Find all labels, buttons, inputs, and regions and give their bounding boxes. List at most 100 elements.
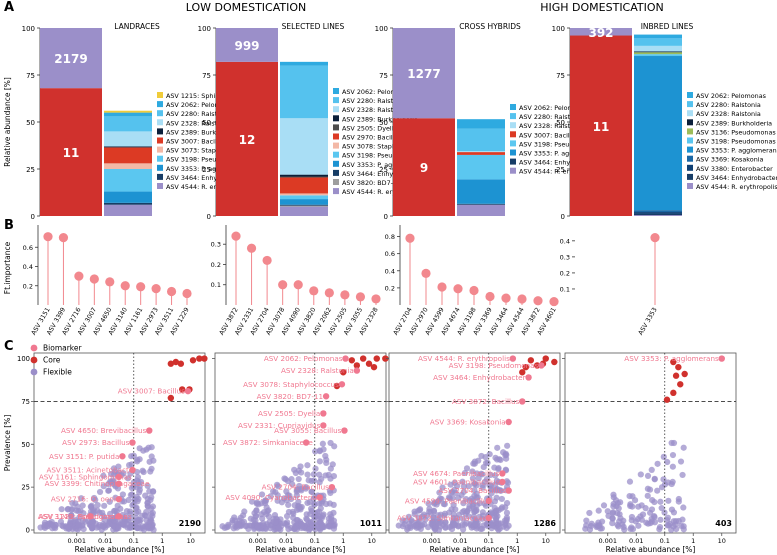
titles: A B C LOW DOMESTICATION HIGH DOMESTICATI… bbox=[4, 0, 664, 354]
biomarker-label: ASV 2505: Dyella bbox=[258, 409, 320, 418]
biomarker-point bbox=[320, 422, 327, 429]
legend-label: ASV 3136: Pseudomonas bbox=[696, 128, 776, 136]
flexible-point bbox=[127, 491, 134, 499]
lollipop-head bbox=[501, 293, 511, 303]
lollipop-head bbox=[437, 282, 447, 292]
flexible-point bbox=[649, 496, 656, 504]
flexible-point bbox=[657, 516, 664, 523]
biomarker-label: ASV 3399: Chitinophagaceae bbox=[45, 479, 150, 488]
flexible-point bbox=[621, 526, 628, 533]
x-tick-label: 1 bbox=[341, 537, 345, 545]
flexible-point bbox=[493, 494, 500, 501]
taxon-bar-segment bbox=[280, 174, 328, 177]
flexible-point bbox=[248, 522, 255, 529]
biomarker-point bbox=[115, 495, 123, 503]
legend-label: ASV 3820: BD7-11 bbox=[342, 179, 401, 187]
flexible-point bbox=[486, 451, 493, 458]
flexible-bar-segment bbox=[393, 28, 455, 119]
taxon-bar-segment bbox=[634, 51, 682, 53]
flexible-bar-segment bbox=[570, 28, 632, 36]
biomarker-point bbox=[505, 487, 512, 494]
flexible-point bbox=[252, 513, 260, 520]
x-tick-label: 0.001 bbox=[248, 537, 267, 545]
y-tick-label: 0.6 bbox=[385, 250, 395, 258]
flexible-point bbox=[503, 451, 510, 459]
flexible-point bbox=[644, 485, 651, 492]
taxon-bar-segment bbox=[634, 56, 682, 211]
core-point bbox=[177, 360, 185, 367]
y-tick-label: 0.4 bbox=[385, 267, 395, 275]
flexible-point bbox=[108, 470, 115, 478]
taxon-bar-segment bbox=[634, 54, 682, 57]
legend-marker bbox=[30, 356, 38, 364]
flexible-point bbox=[461, 469, 469, 477]
flexible-point bbox=[318, 475, 325, 483]
biomarker-label: ASV 3511: Acinetobacter bbox=[46, 466, 136, 475]
flexible-count-label: 2179 bbox=[54, 52, 87, 66]
flexible-point bbox=[465, 513, 472, 520]
flexible-point bbox=[322, 472, 329, 479]
legend-swatch bbox=[687, 137, 693, 144]
core-bar-segment bbox=[216, 61, 278, 217]
flexible-point bbox=[115, 525, 122, 532]
flexible-point bbox=[267, 493, 274, 500]
biomarker-label: ASV 2331: Cupriavidus bbox=[238, 421, 321, 430]
legend-swatch bbox=[333, 88, 339, 94]
flexible-point bbox=[460, 507, 468, 515]
x-tick-label: 10 bbox=[542, 537, 550, 545]
flexible-point bbox=[295, 467, 302, 474]
flexible-point bbox=[493, 456, 501, 463]
x-tick-label: 0.001 bbox=[422, 537, 441, 545]
flexible-point bbox=[610, 500, 617, 508]
flexible-point bbox=[492, 472, 499, 479]
flexible-point bbox=[260, 508, 268, 516]
flexible-point bbox=[473, 506, 480, 514]
legend-swatch bbox=[510, 167, 516, 174]
legend-swatch bbox=[687, 119, 693, 126]
biomarker-label: ASV 3078: Staphylococcus bbox=[243, 380, 339, 389]
flexible-point bbox=[600, 502, 608, 509]
flexible-point bbox=[493, 487, 500, 494]
y-axis-title: Ft.importance bbox=[3, 241, 12, 294]
flexible-point bbox=[494, 525, 501, 532]
flexible-point bbox=[616, 518, 623, 525]
legend-swatch bbox=[333, 169, 339, 176]
flexible-point bbox=[487, 509, 495, 516]
core-point bbox=[519, 369, 526, 376]
flexible-point bbox=[665, 497, 672, 504]
legend-label: Flexible bbox=[43, 368, 72, 377]
taxon-bar-segment bbox=[104, 110, 152, 113]
core-count-label: 11 bbox=[593, 120, 610, 134]
flexible-point bbox=[586, 509, 593, 517]
legend-label: ASV 3464: Enhydrobacter bbox=[166, 174, 249, 182]
y-tick-label: 0 bbox=[207, 213, 211, 221]
taxon-bar-segment bbox=[457, 152, 505, 155]
flexible-point bbox=[142, 492, 149, 499]
core-point bbox=[172, 358, 180, 366]
panel-letter-c: C bbox=[4, 339, 14, 354]
lollipop-head bbox=[136, 282, 146, 292]
y-axis-title: Prevalence [%] bbox=[3, 415, 12, 472]
flexible-point bbox=[89, 523, 96, 530]
lollipop-head bbox=[549, 296, 559, 307]
flexible-point bbox=[253, 499, 261, 506]
y-tick-label: 100 bbox=[198, 25, 211, 33]
legend-swatch bbox=[333, 97, 339, 104]
flexible-point bbox=[105, 487, 113, 494]
flexible-point bbox=[498, 495, 505, 503]
legend-swatch bbox=[157, 146, 163, 153]
lollipop-head bbox=[421, 268, 431, 278]
legend-swatch bbox=[333, 160, 339, 167]
flexible-point bbox=[63, 525, 70, 532]
flexible-point bbox=[75, 521, 82, 528]
flexible-point bbox=[68, 512, 75, 519]
flexible-point bbox=[312, 465, 319, 472]
core-bar-segment bbox=[40, 88, 102, 216]
legend-label: ASV 2389: Burkholderia bbox=[696, 119, 772, 127]
flexible-point bbox=[471, 480, 479, 487]
lollipop-head bbox=[309, 286, 319, 296]
flexible-point bbox=[260, 522, 267, 529]
legend-label: ASV 3078: Staphylococcus bbox=[342, 143, 428, 151]
taxon-bar-segment bbox=[634, 215, 682, 216]
flexible-point bbox=[76, 514, 83, 521]
